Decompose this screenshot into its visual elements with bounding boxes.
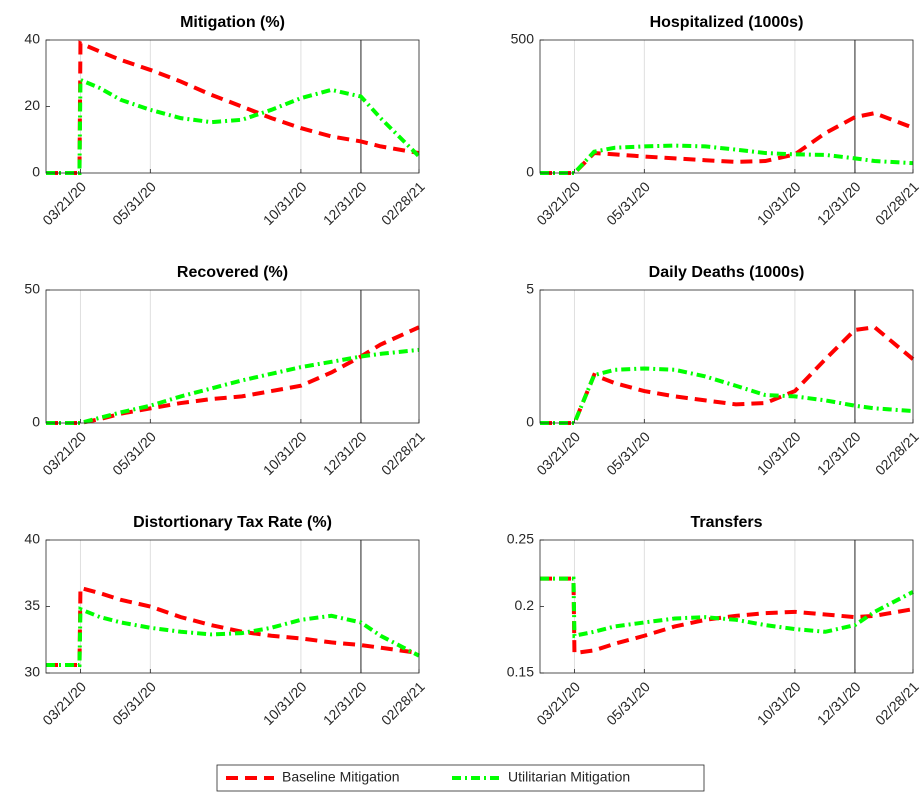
x-tick-label: 10/31/20 [754, 428, 804, 478]
legend-label: Utilitarian Mitigation [508, 769, 630, 785]
axes-box [45, 39, 420, 174]
x-tick-label: 10/31/20 [260, 178, 310, 228]
x-tick-label: 05/31/20 [603, 428, 653, 478]
x-tick-label: 12/31/20 [814, 428, 864, 478]
data-line [46, 606, 420, 668]
axes-box [539, 39, 914, 174]
x-tick-label: 05/31/20 [603, 178, 653, 228]
x-tick-label: 10/31/20 [260, 428, 310, 478]
x-tick-label: 02/28/21 [378, 428, 428, 478]
y-tick-label: 5 [526, 281, 534, 297]
x-tick-label: 02/28/21 [378, 678, 428, 728]
y-tick-label: 40 [24, 31, 40, 47]
y-tick-label: 0 [32, 164, 40, 180]
y-tick-label: 0.2 [515, 597, 535, 613]
chart-title: Hospitalized (1000s) [650, 14, 804, 31]
chart-title: Recovered (%) [177, 264, 288, 281]
x-tick-label: 10/31/20 [260, 678, 310, 728]
data-line [46, 585, 420, 668]
x-tick-label: 02/28/21 [872, 428, 922, 478]
plot-area [540, 290, 913, 423]
data-line [540, 366, 914, 425]
data-line [540, 576, 914, 656]
y-tick-label: 35 [24, 597, 40, 613]
x-tick-label: 05/31/20 [603, 678, 653, 728]
y-tick-label: 0.25 [507, 531, 534, 547]
x-tick-label: 03/21/20 [533, 178, 583, 228]
x-tick-label: 03/21/20 [39, 428, 89, 478]
y-tick-label: 500 [511, 31, 535, 47]
chart-title: Mitigation (%) [180, 14, 285, 31]
x-tick-label: 03/21/20 [533, 428, 583, 478]
x-tick-label: 12/31/20 [320, 678, 370, 728]
plot-area [46, 540, 419, 673]
y-tick-label: 40 [24, 531, 40, 547]
x-tick-label: 03/21/20 [39, 178, 89, 228]
x-tick-label: 02/28/21 [378, 178, 428, 228]
y-tick-label: 0.15 [507, 664, 534, 680]
data-line [46, 76, 421, 175]
x-tick-label: 12/31/20 [814, 678, 864, 728]
x-tick-label: 12/31/20 [320, 428, 370, 478]
plot-area [46, 40, 419, 173]
axes-box [539, 289, 914, 424]
y-tick-label: 0 [32, 414, 40, 430]
x-tick-label: 05/31/20 [109, 678, 159, 728]
plot-area [540, 540, 913, 673]
x-tick-label: 12/31/20 [814, 178, 864, 228]
y-tick-label: 50 [24, 281, 40, 297]
x-tick-label: 02/28/21 [872, 678, 922, 728]
legend-label: Baseline Mitigation [282, 769, 400, 785]
y-tick-label: 30 [24, 664, 40, 680]
chart-title: Transfers [690, 514, 762, 531]
x-tick-label: 02/28/21 [872, 178, 922, 228]
chart-title: Distortionary Tax Rate (%) [133, 514, 332, 531]
y-tick-label: 0 [526, 164, 534, 180]
x-tick-label: 05/31/20 [109, 178, 159, 228]
data-line [540, 143, 914, 175]
x-tick-label: 12/31/20 [320, 178, 370, 228]
data-line [46, 347, 420, 425]
chart-title: Daily Deaths (1000s) [649, 264, 805, 281]
axes-box [45, 539, 420, 674]
y-tick-label: 0 [526, 414, 534, 430]
data-line [540, 576, 914, 639]
axes-box [45, 289, 420, 424]
y-tick-label: 20 [24, 97, 40, 113]
data-line [540, 325, 915, 425]
x-tick-label: 05/31/20 [109, 428, 159, 478]
x-tick-label: 10/31/20 [754, 678, 804, 728]
x-tick-label: 03/21/20 [39, 678, 89, 728]
x-tick-label: 10/31/20 [754, 178, 804, 228]
x-tick-label: 03/21/20 [533, 678, 583, 728]
axes-box [539, 539, 914, 674]
